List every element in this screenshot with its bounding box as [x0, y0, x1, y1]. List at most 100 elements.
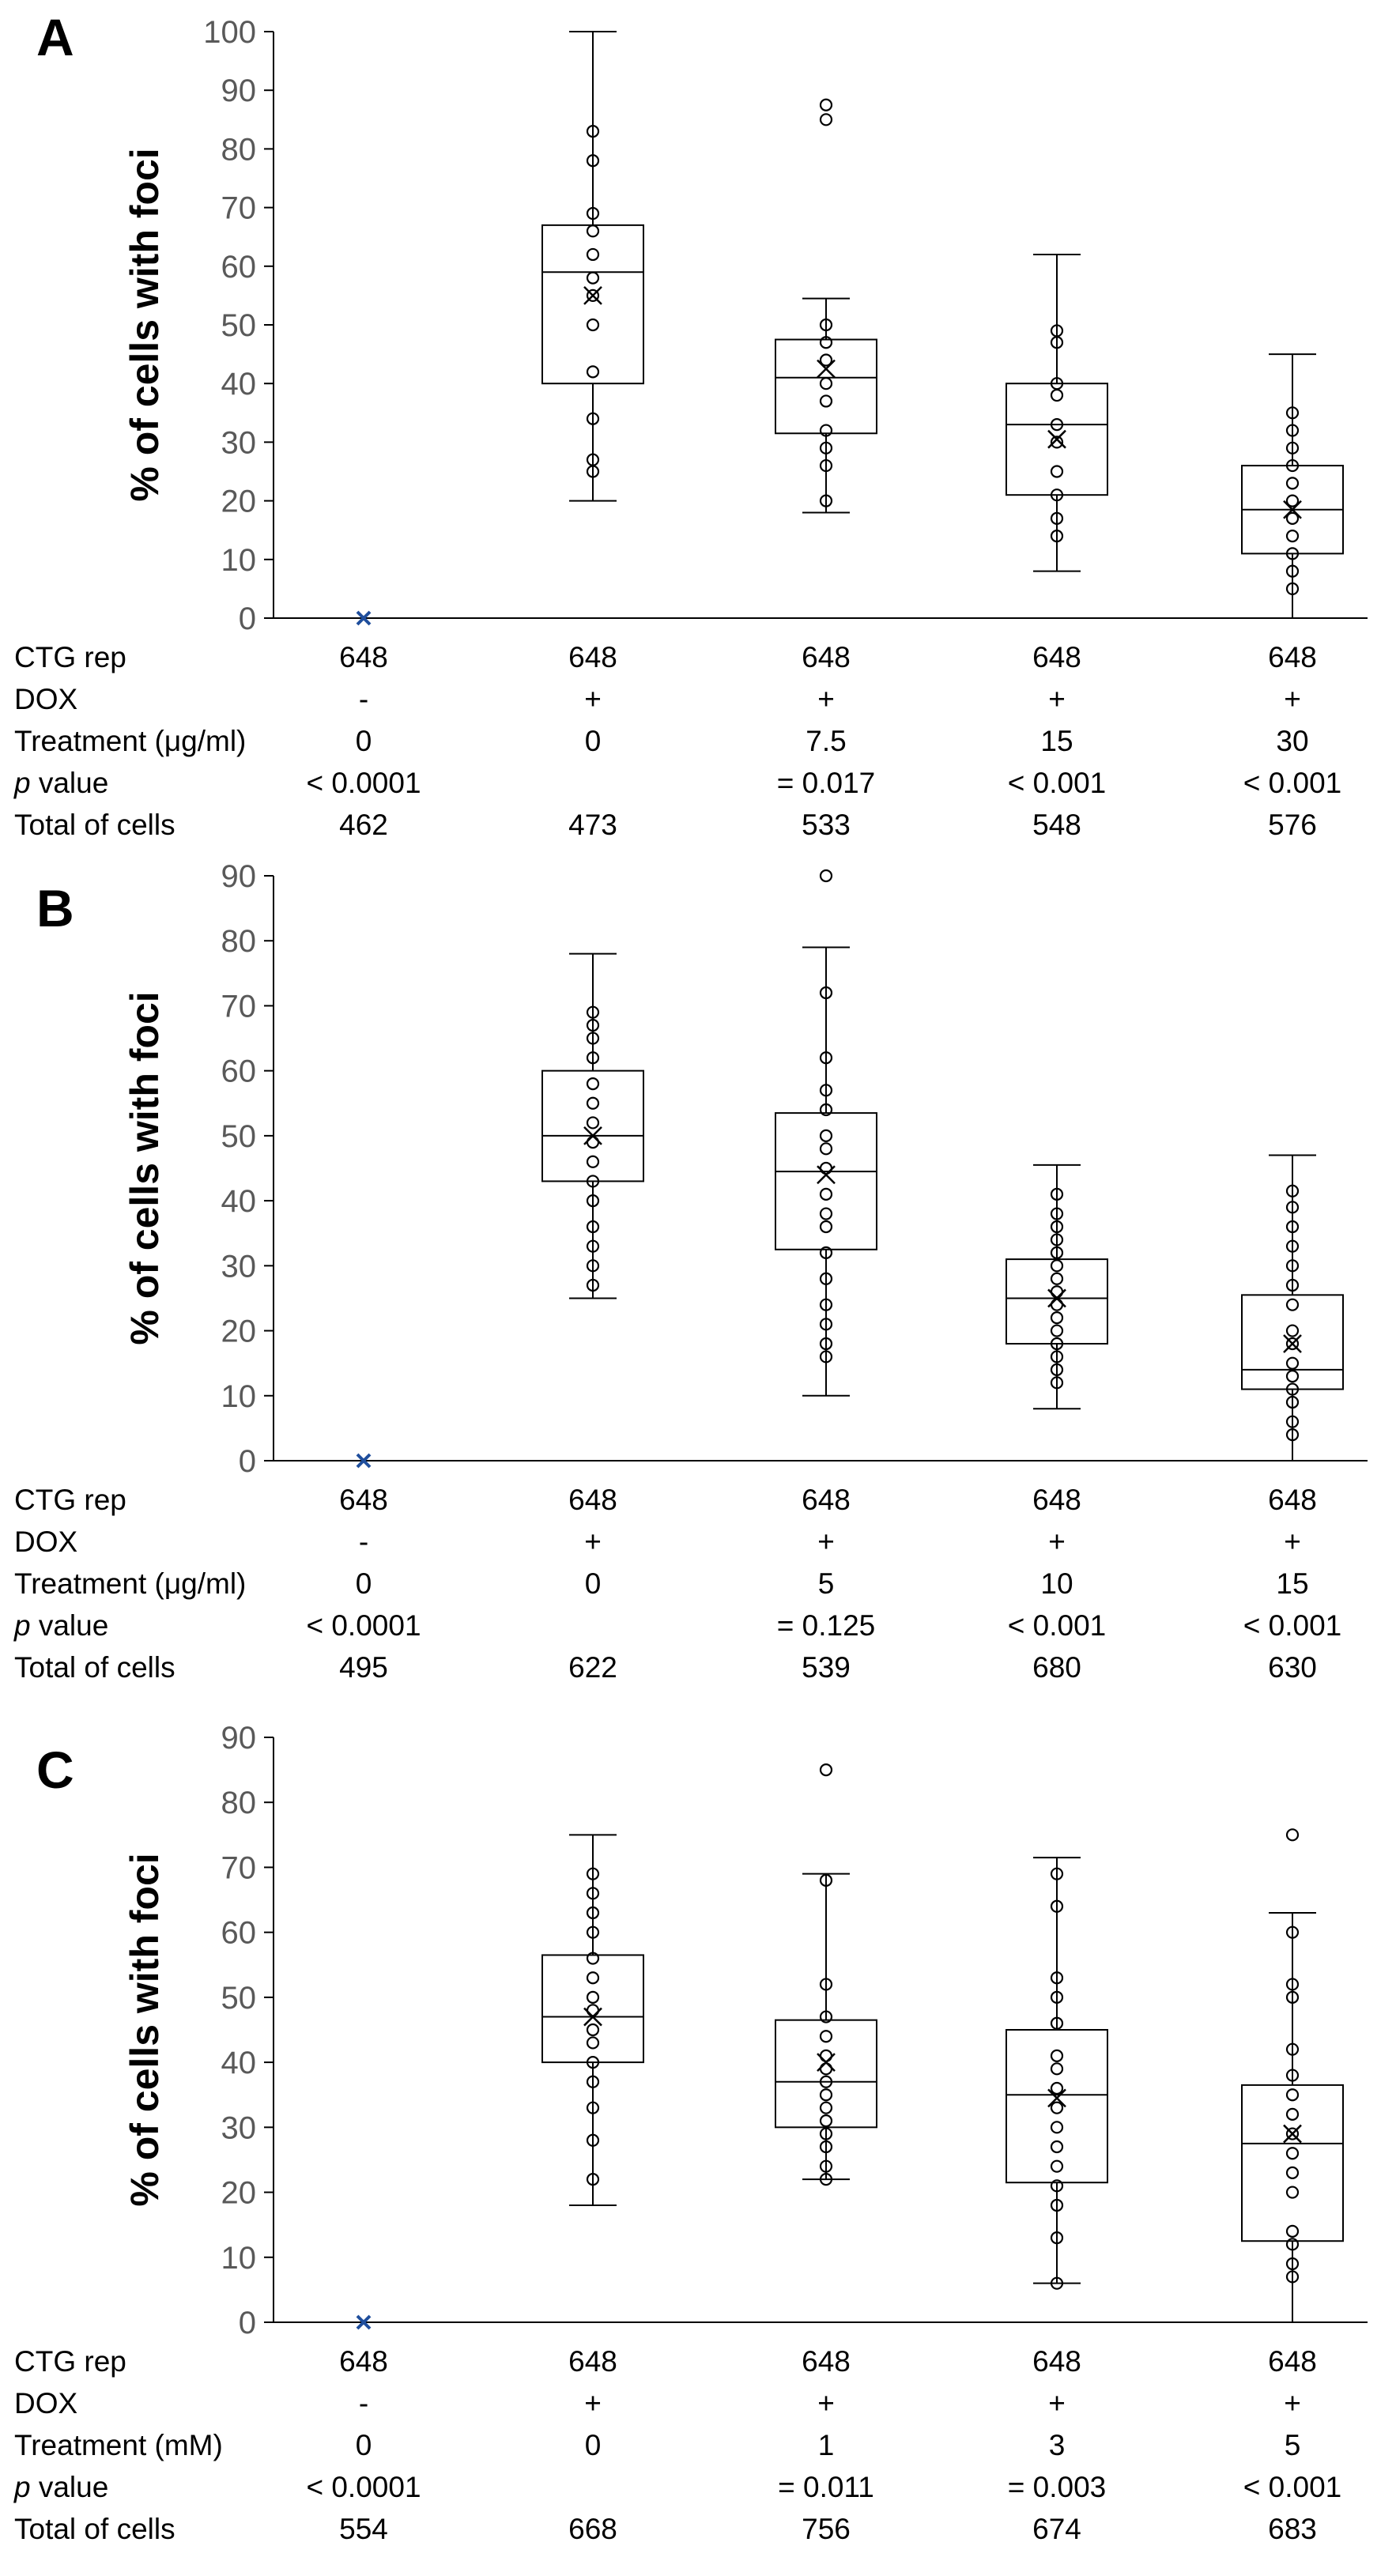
y-tick-label: 70 — [221, 191, 257, 226]
data-point — [819, 2101, 833, 2114]
data-point — [1050, 2016, 1064, 2030]
data-point — [1050, 1376, 1064, 1390]
box-group-2 — [541, 31, 644, 502]
data-point — [1050, 2179, 1064, 2193]
row-value: 495 — [339, 1651, 388, 1684]
data-point — [1050, 1350, 1064, 1363]
data-point — [1050, 1233, 1064, 1247]
y-tick-label: 0 — [239, 2306, 256, 2340]
y-tick-label: 70 — [221, 989, 257, 1024]
box-group-5 — [1241, 1154, 1344, 1461]
data-point — [1285, 2270, 1300, 2284]
data-point — [819, 458, 833, 473]
data-point — [819, 1187, 833, 1201]
row-value: 648 — [802, 1484, 851, 1516]
data-point — [1050, 2121, 1064, 2134]
row-value: 648 — [1032, 1484, 1081, 1516]
data-point — [1285, 2107, 1300, 2121]
row-label: Total of cells — [14, 2513, 175, 2545]
data-point — [586, 2036, 600, 2050]
row-value: + — [1284, 1526, 1301, 1558]
panel-B: B% of cells with foci0102030405060708090… — [13, 859, 1368, 1684]
data-point — [1050, 2049, 1064, 2062]
row-value: < 0.001 — [1008, 767, 1106, 799]
data-point — [1050, 465, 1064, 478]
data-point — [819, 1220, 833, 1234]
y-tick-label: 30 — [221, 1249, 257, 1284]
panel-letter: C — [36, 1741, 74, 1799]
data-point — [586, 412, 600, 425]
data-point — [1285, 1337, 1300, 1351]
data-point — [1050, 2276, 1064, 2290]
row-label: DOX — [14, 1526, 77, 1558]
data-point — [586, 224, 600, 238]
data-point — [819, 424, 833, 437]
data-point — [586, 271, 600, 285]
row-value: 648 — [1268, 1484, 1317, 1516]
data-point — [1285, 2224, 1300, 2238]
data-point — [1285, 1428, 1300, 1442]
box-group-4 — [1005, 253, 1108, 572]
row-value: 648 — [1268, 641, 1317, 673]
data-point — [1285, 564, 1300, 578]
y-axis-label: % of cells with foci — [123, 148, 167, 501]
data-point — [819, 1246, 833, 1259]
mean-marker — [1047, 429, 1066, 449]
y-tick-label: 30 — [221, 2110, 257, 2145]
data-point — [586, 1032, 600, 1045]
data-point — [1285, 1395, 1300, 1409]
row-value: 648 — [802, 641, 851, 673]
box-group-5 — [1241, 1828, 1344, 2323]
data-point — [1285, 1415, 1300, 1428]
data-point — [586, 1077, 600, 1091]
iqr-box — [541, 1069, 644, 1182]
row-value: 648 — [339, 641, 388, 673]
data-point — [586, 1278, 600, 1292]
row-value: 7.5 — [806, 725, 846, 757]
row-value: = 0.011 — [778, 2471, 874, 2503]
row-value: 648 — [1268, 2345, 1317, 2378]
data-point — [1285, 1184, 1300, 1197]
row-value: 0 — [356, 2429, 372, 2461]
y-tick-label: 20 — [221, 2176, 257, 2211]
y-tick-label: 90 — [221, 859, 257, 894]
row-value: - — [359, 1526, 368, 1558]
row-value: + — [1048, 683, 1066, 715]
row-label: Total of cells — [14, 809, 175, 841]
data-point — [1050, 530, 1064, 543]
data-point — [1050, 2140, 1064, 2154]
data-point — [1050, 511, 1064, 525]
data-point — [819, 869, 833, 883]
data-point — [586, 2075, 600, 2088]
data-point — [1050, 2159, 1064, 2173]
data-point — [819, 394, 833, 408]
iqr-box — [1241, 2084, 1344, 2242]
row-value: 0 — [356, 1567, 372, 1600]
data-point — [586, 1116, 600, 1130]
data-point — [819, 377, 833, 390]
row-label: Total of cells — [14, 1651, 175, 1684]
data-point — [1050, 2101, 1064, 2114]
box-group-1 — [356, 1453, 372, 1469]
data-point — [586, 1867, 600, 1880]
data-point — [819, 2127, 833, 2140]
row-value: = 0.017 — [777, 767, 875, 799]
row-value: < 0.0001 — [306, 767, 421, 799]
row-value: 630 — [1268, 1651, 1317, 1684]
data-point — [586, 1005, 600, 1019]
panel-A: A % of cells with foci 0 10 20 30 40 50 60 70 80 90… — [13, 8, 1368, 841]
data-point — [1050, 1311, 1064, 1325]
mean-marker — [817, 2053, 836, 2072]
data-point — [1050, 1246, 1064, 1259]
data-point — [586, 1051, 600, 1065]
data-point — [586, 2173, 600, 2186]
data-point — [1285, 582, 1300, 596]
data-point — [586, 206, 600, 221]
data-point — [819, 2173, 833, 2186]
data-point — [586, 1194, 600, 1208]
row-value: + — [817, 2387, 835, 2419]
row-value: 533 — [802, 809, 851, 841]
panel-letter: B — [36, 879, 74, 937]
mean-marker — [817, 1165, 836, 1185]
